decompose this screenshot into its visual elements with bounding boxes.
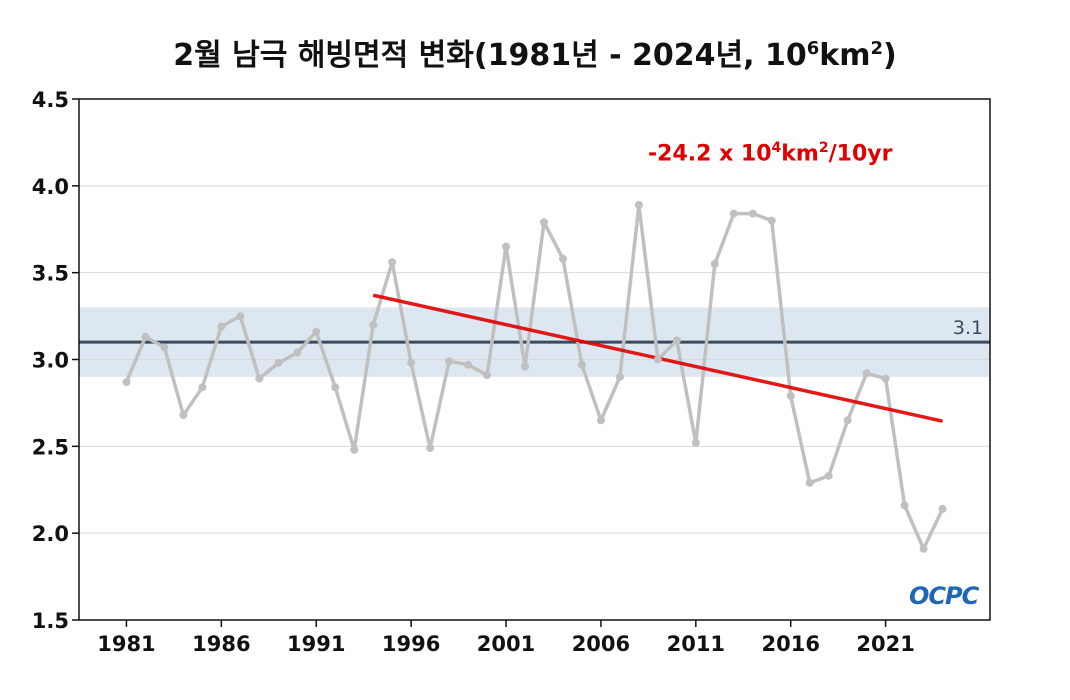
x-tick-label: 1991: [287, 632, 345, 656]
data-point: [729, 209, 738, 218]
x-tick-label: 2016: [761, 632, 819, 656]
data-point: [805, 478, 814, 487]
data-point: [558, 254, 567, 263]
data-point: [426, 444, 435, 453]
x-tick-label: 1981: [97, 632, 155, 656]
data-point: [141, 332, 150, 341]
data-point: [331, 383, 340, 392]
data-point: [350, 445, 359, 454]
x-tick-label: 2001: [477, 632, 535, 656]
data-point: [710, 259, 719, 268]
series-line: [124, 203, 945, 551]
data-point: [521, 362, 530, 371]
data-point: [615, 372, 624, 381]
x-tick-label: 1986: [192, 632, 250, 656]
data-point: [198, 383, 207, 392]
data-point: [672, 336, 681, 345]
x-tick-label: 2011: [667, 632, 725, 656]
data-point: [653, 355, 662, 364]
data-point: [483, 371, 492, 380]
data-point: [881, 374, 890, 383]
data-point: [122, 378, 131, 387]
y-tick-label: 4.5: [32, 88, 69, 112]
data-point: [539, 218, 548, 227]
data-point: [236, 312, 245, 321]
data-point: [634, 200, 643, 209]
y-tick-label: 2.5: [32, 435, 69, 459]
data-point: [388, 258, 397, 267]
x-tick-label: 2006: [572, 632, 630, 656]
data-point: [464, 360, 473, 369]
data-point: [786, 391, 795, 400]
y-tick-label: 2.0: [32, 522, 69, 546]
y-tick-label: 4.0: [32, 175, 69, 199]
x-tick-label: 1996: [382, 632, 440, 656]
ocpc-logo: OCPC: [909, 582, 979, 610]
data-point: [293, 348, 302, 357]
data-point: [748, 209, 757, 218]
data-point: [900, 501, 909, 510]
y-tick-label: 3.0: [32, 349, 69, 373]
data-point: [445, 357, 454, 366]
plot-frame: [78, 98, 991, 621]
data-point: [502, 242, 511, 251]
data-point: [843, 416, 852, 425]
data-point: [160, 343, 169, 352]
x-tick-label: 2021: [856, 632, 914, 656]
data-point: [596, 416, 605, 425]
data-point: [577, 360, 586, 369]
reference-value-label: 3.1: [953, 317, 983, 339]
data-point: [255, 374, 264, 383]
data-point: [179, 411, 188, 420]
data-point: [767, 216, 776, 225]
y-tick-label: 1.5: [32, 609, 69, 633]
data-point: [274, 358, 283, 367]
chart-title: 2월 남극 해빙면적 변화(1981년 - 2024년, 106km2): [173, 38, 897, 73]
data-point: [862, 369, 871, 378]
data-point: [407, 358, 416, 367]
trend-rate-label: -24.2 x 104km2/10yr: [648, 140, 893, 167]
data-point: [824, 471, 833, 480]
data-point: [369, 320, 378, 329]
y-tick-label: 3.5: [32, 262, 69, 286]
data-point: [691, 438, 700, 447]
data-point: [938, 504, 947, 513]
data-point: [312, 327, 321, 336]
data-point: [217, 322, 226, 331]
data-point: [919, 544, 928, 553]
